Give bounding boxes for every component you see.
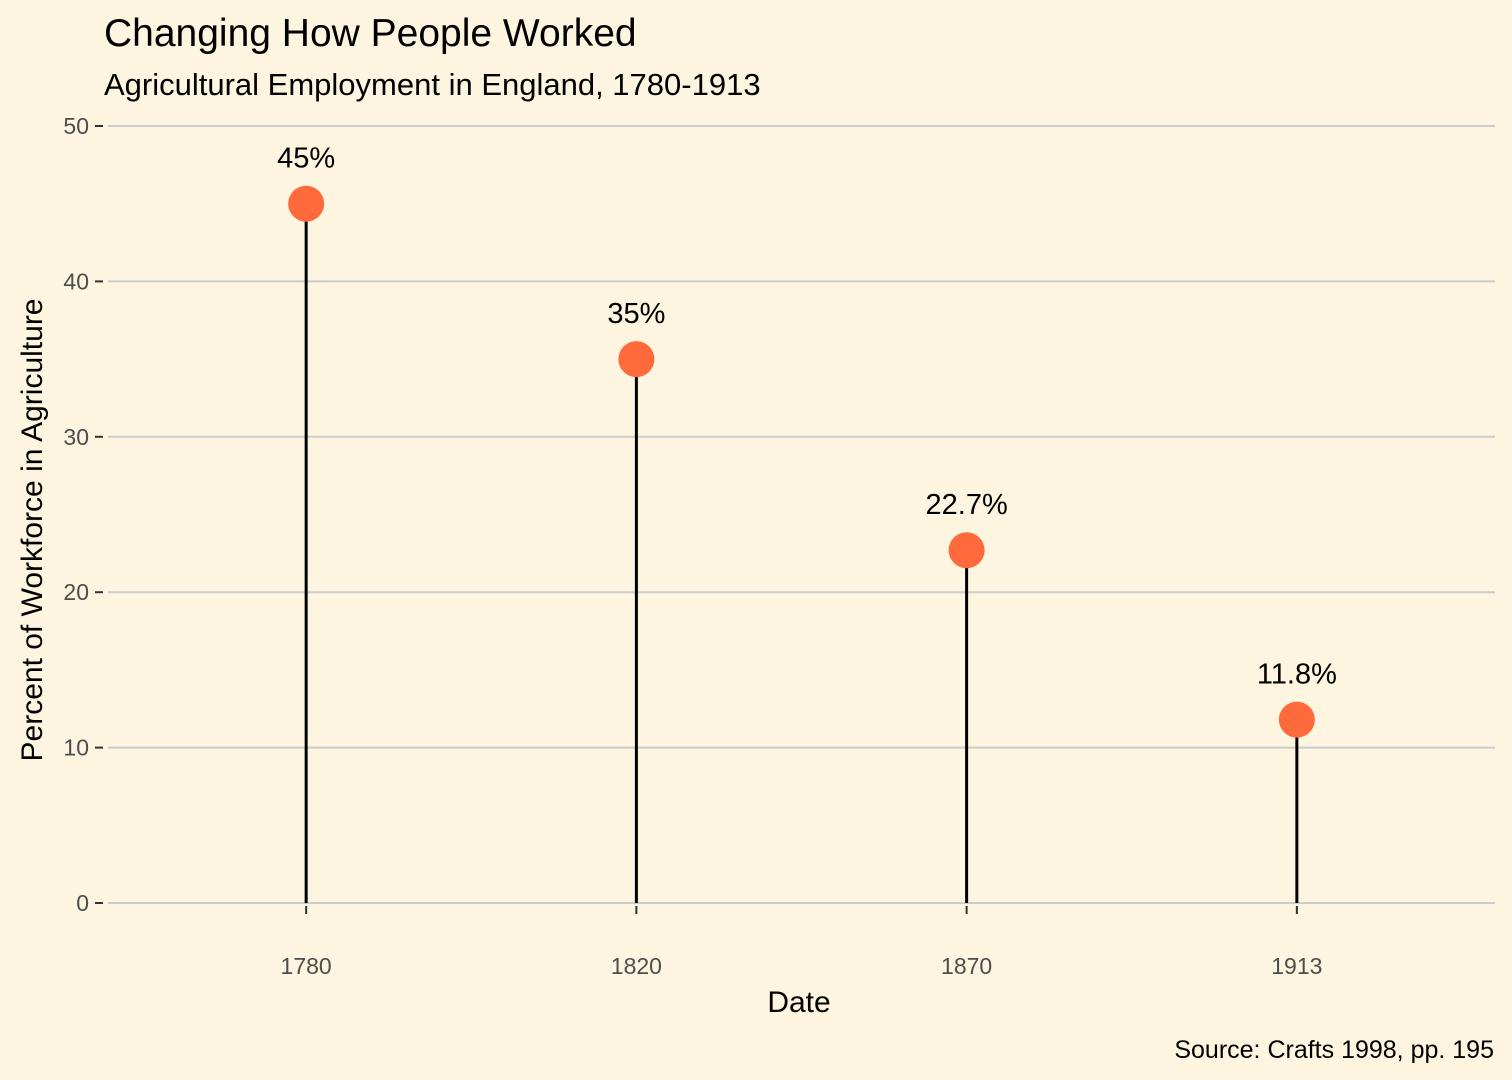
chart-subtitle: Agricultural Employment in England, 1780… [104,67,761,102]
data-marks: 45% 35% 22.7% 11.8% [277,143,1337,903]
y-tick-label: 50 [63,113,89,139]
y-tick-label: 0 [76,890,89,916]
data-label-1870: 22.7% [926,489,1008,521]
x-axis-title: Date [767,986,830,1019]
y-axis: 0 10 20 30 40 50 [63,113,103,916]
y-tick-label: 10 [63,735,89,761]
y-axis-title: Percent of Workforce in Agriculture [16,299,49,762]
gridlines [108,125,1495,904]
x-tick-label: 1780 [281,953,332,979]
lollipop-point-1870 [948,532,985,569]
x-tick-label: 1870 [941,953,992,979]
x-axis: 1780 1820 1870 1913 [281,906,1322,979]
y-tick-label: 20 [63,579,89,605]
lollipop-point-1780 [288,185,325,222]
data-label-1820: 35% [607,298,665,330]
chart-title: Changing How People Worked [104,12,637,55]
lollipop-point-1913 [1278,701,1315,738]
x-tick-label: 1820 [611,953,662,979]
data-label-1913: 11.8% [1257,659,1337,691]
data-label-1780: 45% [277,143,335,175]
x-tick-label: 1913 [1271,953,1322,979]
y-tick-label: 40 [63,268,89,294]
lollipop-point-1820 [618,341,655,378]
y-tick-label: 30 [63,424,89,450]
source-caption: Source: Crafts 1998, pp. 195 [1174,1036,1494,1064]
